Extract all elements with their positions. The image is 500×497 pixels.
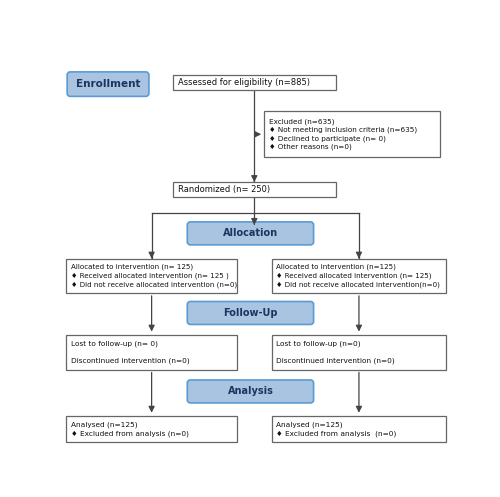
Text: Randomized (n= 250): Randomized (n= 250): [178, 185, 270, 194]
Text: Assessed for eligibility (n=885): Assessed for eligibility (n=885): [178, 78, 310, 87]
FancyBboxPatch shape: [272, 416, 446, 442]
FancyBboxPatch shape: [173, 75, 336, 90]
Text: Allocated to intervention (n=125)
♦ Received allocated intervention (n= 125)
♦ D: Allocated to intervention (n=125) ♦ Rece…: [276, 264, 440, 288]
Text: Analysis: Analysis: [228, 387, 274, 397]
FancyBboxPatch shape: [188, 380, 314, 403]
Text: Enrollment: Enrollment: [76, 79, 140, 89]
Text: Analysed (n=125)
♦ Excluded from analysis (n=0): Analysed (n=125) ♦ Excluded from analysi…: [71, 422, 189, 437]
Text: Allocated to intervention (n= 125)
♦ Received allocated intervention (n= 125 )
♦: Allocated to intervention (n= 125) ♦ Rec…: [71, 264, 237, 288]
Text: Lost to follow-up (n= 0)

Discontinued intervention (n=0): Lost to follow-up (n= 0) Discontinued in…: [71, 341, 190, 364]
FancyBboxPatch shape: [67, 72, 149, 96]
Text: Follow-Up: Follow-Up: [223, 308, 278, 318]
FancyBboxPatch shape: [173, 182, 336, 197]
FancyBboxPatch shape: [272, 258, 446, 293]
Text: Allocation: Allocation: [223, 229, 278, 239]
FancyBboxPatch shape: [272, 335, 446, 370]
Text: Lost to follow-up (n=0)

Discontinued intervention (n=0): Lost to follow-up (n=0) Discontinued int…: [276, 341, 395, 364]
FancyBboxPatch shape: [66, 416, 237, 442]
Text: Analysed (n=125)
♦ Excluded from analysis  (n=0): Analysed (n=125) ♦ Excluded from analysi…: [276, 422, 397, 437]
FancyBboxPatch shape: [66, 258, 237, 293]
FancyBboxPatch shape: [66, 335, 237, 370]
FancyBboxPatch shape: [188, 302, 314, 325]
FancyBboxPatch shape: [188, 222, 314, 245]
Text: Excluded (n=635)
♦ Not meeting inclusion criteria (n=635)
♦ Declined to particip: Excluded (n=635) ♦ Not meeting inclusion…: [268, 118, 417, 151]
FancyBboxPatch shape: [264, 111, 440, 157]
